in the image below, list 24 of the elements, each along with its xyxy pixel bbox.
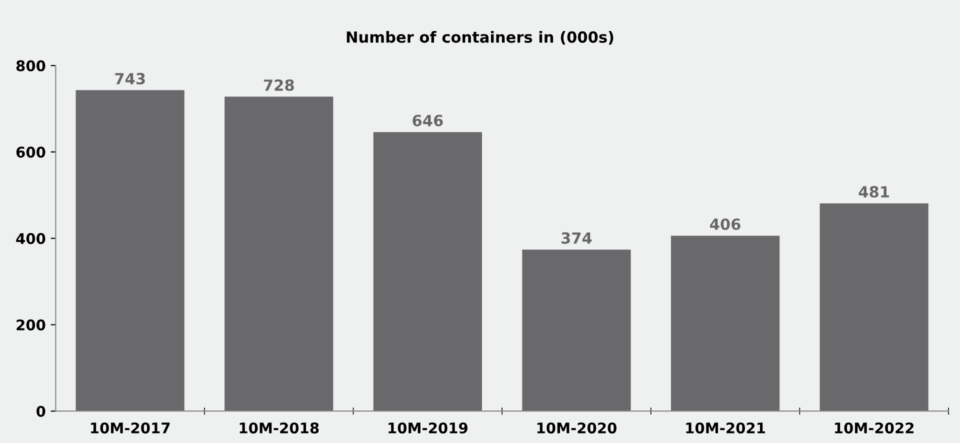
x-tick-label: 10M-2022 <box>835 422 914 434</box>
y-tick-label: 600 <box>16 146 46 158</box>
x-tick-label: 10M-2020 <box>537 422 617 434</box>
x-tick-label: 10M-2019 <box>388 422 468 434</box>
bar <box>76 90 184 412</box>
x-tick-label: 10M-2017 <box>91 422 170 434</box>
data-label: 646 <box>412 114 443 126</box>
bar <box>522 250 631 412</box>
bar <box>224 96 334 412</box>
bar <box>670 236 780 412</box>
x-tick-label: 10M-2018 <box>240 422 319 434</box>
y-tick-label: 400 <box>16 233 46 244</box>
data-label: 728 <box>264 79 294 91</box>
y-tick-label: 800 <box>16 60 46 72</box>
data-label: 374 <box>562 232 592 244</box>
y-tick-label: 0 <box>36 406 46 417</box>
data-label: 406 <box>710 218 740 230</box>
chart-title: Number of containers in (000s) <box>346 31 614 45</box>
data-label: 481 <box>858 186 889 198</box>
bar <box>820 203 928 412</box>
data-label: 743 <box>115 72 145 84</box>
bar <box>373 132 482 412</box>
y-tick-label: 200 <box>16 319 46 330</box>
x-tick-label: 10M-2021 <box>686 422 765 434</box>
